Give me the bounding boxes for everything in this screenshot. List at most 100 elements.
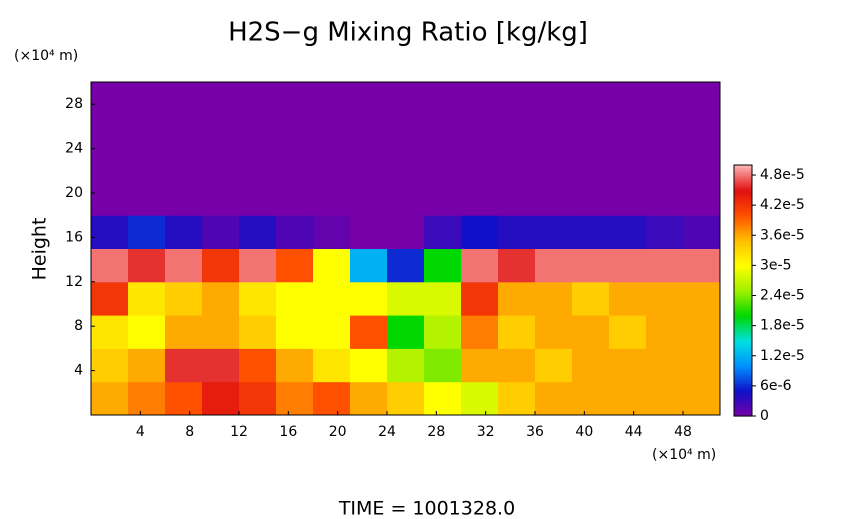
colorbar-band bbox=[734, 207, 752, 211]
heatmap-cell bbox=[165, 348, 203, 383]
heatmap-cell bbox=[683, 348, 721, 383]
colorbar-tick-label: 1.2e-5 bbox=[760, 348, 805, 364]
colorbar-band bbox=[734, 232, 752, 236]
x-tick-label: 48 bbox=[674, 424, 692, 440]
heatmap-cell bbox=[387, 82, 425, 116]
heatmap-cell bbox=[276, 148, 314, 183]
colorbar-tick-label: 2.4e-5 bbox=[760, 288, 805, 304]
heatmap-cell bbox=[572, 348, 610, 383]
colorbar-band bbox=[734, 343, 752, 347]
heatmap-cell bbox=[646, 315, 684, 349]
heatmap-cell bbox=[128, 248, 166, 283]
colorbar-band bbox=[734, 405, 752, 410]
heatmap-cell bbox=[646, 148, 684, 183]
colorbar-band bbox=[734, 187, 752, 191]
heatmap-cell bbox=[609, 215, 647, 249]
heatmap-cell bbox=[202, 215, 240, 249]
colorbar-band bbox=[734, 365, 752, 369]
colorbar-band bbox=[734, 335, 752, 339]
colorbar-band bbox=[734, 368, 752, 372]
heatmap-cell bbox=[165, 315, 203, 349]
heatmap-cell bbox=[202, 148, 240, 183]
heatmap-cell bbox=[91, 281, 129, 316]
heatmap-cell bbox=[461, 248, 499, 283]
colorbar-band bbox=[734, 388, 752, 392]
heatmap-cell bbox=[609, 115, 647, 150]
x-tick-label: 40 bbox=[575, 424, 593, 440]
y-tick-label: 4 bbox=[74, 363, 83, 379]
colorbar-band bbox=[734, 338, 752, 342]
colorbar-band bbox=[734, 260, 752, 264]
heatmap-cell bbox=[387, 281, 425, 316]
heatmap-cell bbox=[424, 115, 462, 150]
colorbar-band bbox=[734, 225, 752, 229]
heatmap-cell bbox=[609, 181, 647, 216]
heatmap-cell bbox=[91, 248, 129, 283]
heatmap-cell bbox=[387, 148, 425, 183]
heatmap-cell bbox=[91, 315, 129, 349]
heatmap-cell bbox=[424, 315, 462, 349]
heatmap-cell bbox=[387, 348, 425, 383]
heatmap-cell bbox=[350, 215, 388, 249]
colorbar-band bbox=[734, 255, 752, 259]
heatmap-cell bbox=[128, 281, 166, 316]
colorbar-band bbox=[734, 318, 752, 322]
heatmap-cell bbox=[535, 215, 573, 249]
colorbar-band bbox=[734, 282, 752, 287]
colorbar-tick-label: 3e-5 bbox=[760, 257, 791, 273]
heatmap-cell bbox=[91, 181, 129, 216]
colorbar-band bbox=[734, 330, 752, 334]
colorbar-band bbox=[734, 265, 752, 269]
heatmap-cell bbox=[128, 315, 166, 349]
colorbar-band bbox=[734, 315, 752, 319]
heatmap-cell bbox=[387, 315, 425, 349]
colorbar-band bbox=[734, 395, 752, 400]
heatmap-cell bbox=[646, 348, 684, 383]
colorbar-band bbox=[734, 287, 752, 292]
colorbar-band bbox=[734, 305, 752, 309]
heatmap-cell bbox=[387, 181, 425, 216]
heatmap-cell bbox=[535, 315, 573, 349]
heatmap-cell bbox=[424, 281, 462, 316]
colorbar-band bbox=[734, 212, 752, 216]
heatmap-cell bbox=[424, 181, 462, 216]
colorbar-band bbox=[734, 210, 752, 214]
y-axis-label: Height bbox=[29, 218, 51, 281]
heatmap-cell bbox=[646, 82, 684, 116]
colorbar-band bbox=[734, 333, 752, 337]
heatmap-cell bbox=[276, 248, 314, 283]
plot-frame bbox=[90, 81, 721, 416]
y-tick-label: 16 bbox=[65, 229, 83, 245]
heatmap-cell bbox=[424, 215, 462, 249]
heatmap-cell bbox=[276, 281, 314, 316]
heatmap-cell bbox=[498, 381, 536, 416]
colorbar-band bbox=[734, 323, 752, 327]
heatmap-cell bbox=[646, 181, 684, 216]
heatmap-cell bbox=[128, 148, 166, 183]
heatmap-cell bbox=[424, 348, 462, 383]
colorbar-band bbox=[734, 252, 752, 256]
colorbar-band bbox=[734, 167, 752, 171]
x-tick-label: 4 bbox=[136, 424, 145, 440]
colorbar-band bbox=[734, 385, 752, 389]
colorbar-band bbox=[734, 358, 752, 362]
colorbar-band bbox=[734, 217, 752, 221]
heatmap-cell bbox=[128, 82, 166, 116]
heatmap-cell bbox=[498, 115, 536, 150]
heatmap-cell bbox=[387, 115, 425, 150]
colorbar-band bbox=[734, 275, 752, 279]
heatmap-cell bbox=[313, 281, 351, 316]
colorbar-band bbox=[734, 408, 752, 412]
colorbar-band bbox=[734, 320, 752, 324]
colorbar-tick-label: 1.8e-5 bbox=[760, 318, 805, 334]
y-unit: (×10⁴ m) bbox=[14, 48, 78, 64]
heatmap-cell bbox=[350, 181, 388, 216]
heatmap-cell bbox=[202, 281, 240, 316]
colorbar-tick-label: 0 bbox=[760, 408, 769, 424]
colorbar-band bbox=[734, 313, 752, 317]
colorbar-band bbox=[734, 165, 752, 169]
colorbar-band bbox=[734, 373, 752, 377]
heatmap-cell bbox=[572, 215, 610, 249]
colorbar-band bbox=[734, 378, 752, 382]
